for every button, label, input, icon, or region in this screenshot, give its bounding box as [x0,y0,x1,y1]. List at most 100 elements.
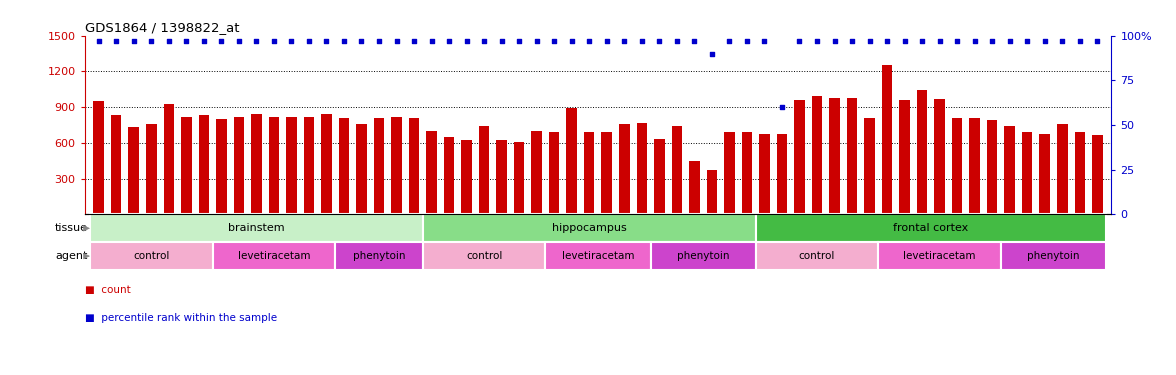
Bar [514,142,524,214]
Text: frontal cortex: frontal cortex [894,223,969,233]
Point [509,38,528,44]
Bar [756,214,1107,242]
Point [318,38,336,44]
Bar [707,170,717,214]
Point [1017,38,1036,44]
Bar [951,118,962,214]
Point [860,38,878,44]
Point [720,38,739,44]
Point [422,38,441,44]
Point [369,38,388,44]
Bar [917,90,928,214]
Bar [216,119,227,214]
Bar [847,98,857,214]
Point [633,38,652,44]
Bar [689,161,700,214]
Bar [1001,242,1107,270]
Bar [146,124,156,214]
Text: agent: agent [55,251,88,261]
Text: ■  percentile rank within the sample: ■ percentile rank within the sample [85,313,276,323]
Point [405,38,423,44]
Point [877,38,896,44]
Bar [427,131,436,214]
Bar [374,118,385,214]
Bar [671,126,682,214]
Bar [794,100,804,214]
Bar [213,242,335,270]
Point [125,38,143,44]
Point [668,38,687,44]
Point [160,38,179,44]
Bar [742,132,753,214]
Text: tissue: tissue [55,223,88,233]
Bar [650,242,756,270]
Bar [339,118,349,214]
Point [334,38,353,44]
Text: GDS1864 / 1398822_at: GDS1864 / 1398822_at [85,21,239,34]
Text: phenytoin: phenytoin [1028,251,1080,261]
Point [843,38,862,44]
Bar [409,118,420,214]
Bar [443,137,454,214]
Bar [181,117,192,214]
Bar [546,242,650,270]
Point [913,38,931,44]
Bar [1040,134,1050,214]
Point [1070,38,1089,44]
Point [702,51,721,57]
Text: hippocampus: hippocampus [552,223,627,233]
Point [737,38,756,44]
Point [808,38,827,44]
Point [580,38,599,44]
Bar [654,139,664,214]
Point [493,38,512,44]
Point [352,38,370,44]
Point [597,38,616,44]
Point [930,38,949,44]
Bar [496,140,507,214]
Bar [864,118,875,214]
Bar [1057,124,1068,214]
Point [650,38,669,44]
Bar [89,242,213,270]
Point [773,104,791,110]
Bar [423,214,756,242]
Point [229,38,248,44]
Bar [392,117,402,214]
Bar [756,242,878,270]
Text: levetiracetam: levetiracetam [562,251,634,261]
Bar [335,242,423,270]
Point [527,38,546,44]
Point [1053,38,1071,44]
Point [457,38,476,44]
Bar [286,117,296,214]
Bar [199,116,209,214]
Point [983,38,1002,44]
Point [615,38,634,44]
Bar [1093,135,1103,214]
Point [247,38,266,44]
Bar [1075,132,1085,214]
Point [89,38,108,44]
Text: control: control [133,251,169,261]
Point [544,38,563,44]
Point [300,38,319,44]
Bar [987,120,997,214]
Point [387,38,406,44]
Point [895,38,914,44]
Bar [163,104,174,214]
Bar [111,116,121,214]
Bar [935,99,944,214]
Bar [567,108,577,214]
Point [790,38,809,44]
Point [107,38,126,44]
Bar [900,100,910,214]
Text: control: control [466,251,502,261]
Point [142,38,161,44]
Bar [479,126,489,214]
Bar [760,134,769,214]
Bar [89,214,423,242]
Bar [321,114,332,214]
Point [948,38,967,44]
Bar [969,118,980,214]
